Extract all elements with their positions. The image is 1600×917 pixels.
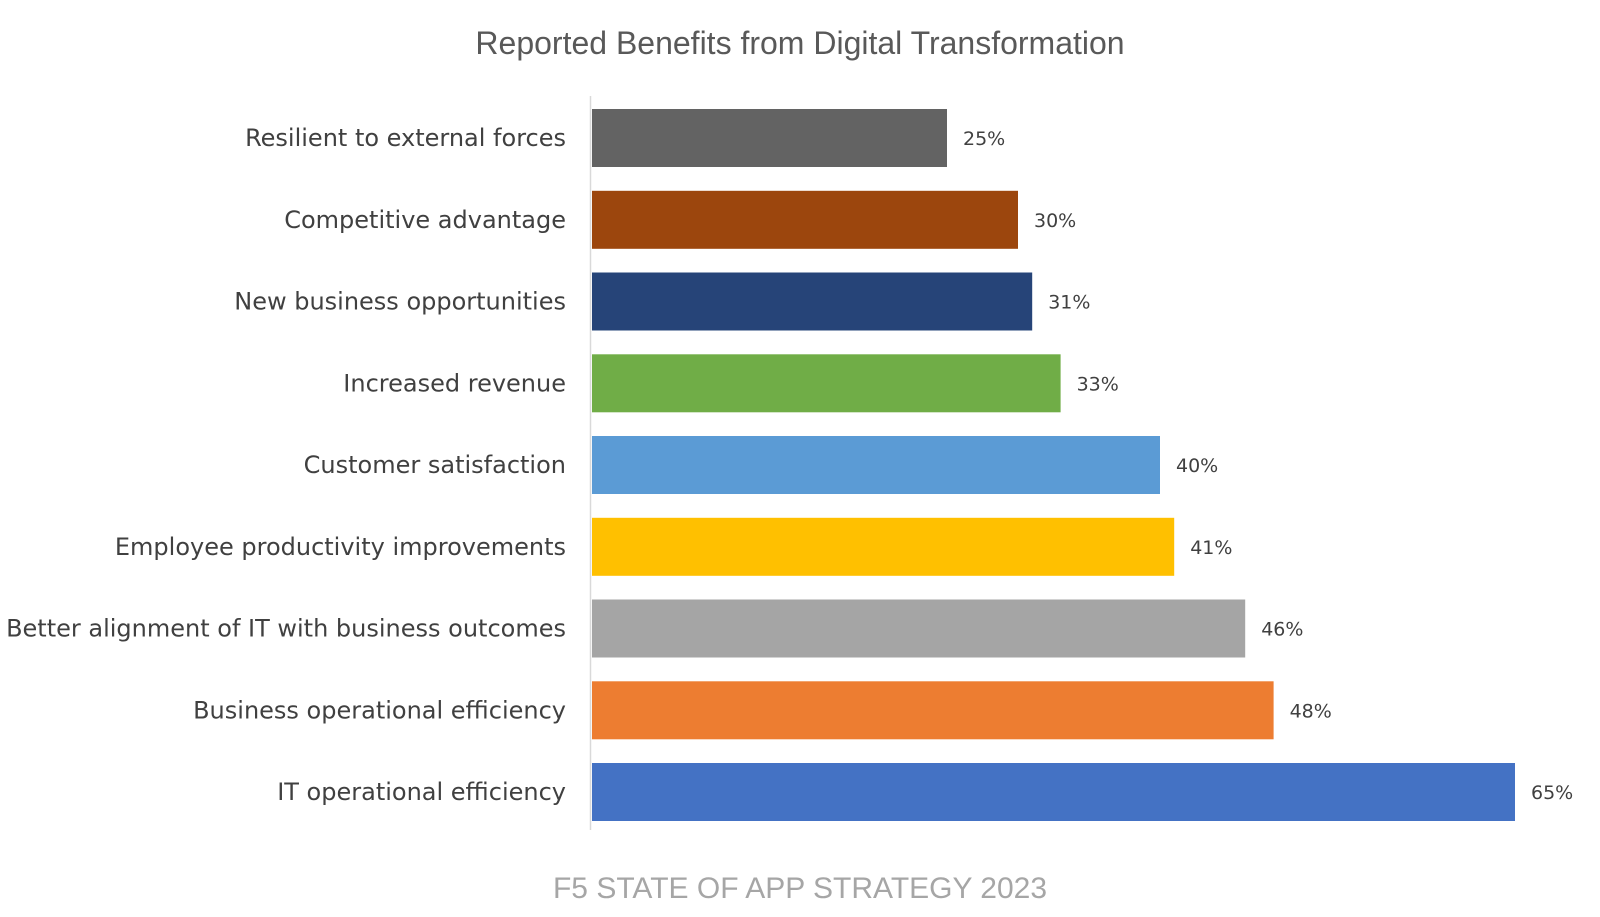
value-label-8: 48% <box>1290 700 1332 722</box>
bar-3 <box>592 272 1033 331</box>
value-label-3: 31% <box>1048 292 1090 314</box>
category-label-5: Customer satisfaction <box>304 451 566 479</box>
chart-title: Reported Benefits from Digital Transform… <box>475 25 1124 61</box>
source-note: F5 STATE OF APP STRATEGY 2023 <box>553 872 1047 905</box>
category-label-1: Resilient to external forces <box>245 124 566 152</box>
value-label-9: 65% <box>1531 782 1573 804</box>
category-label-4: Increased revenue <box>343 369 566 397</box>
bar-6 <box>592 517 1175 576</box>
bar-9 <box>592 763 1515 821</box>
category-label-2: Competitive advantage <box>284 206 566 234</box>
value-label-2: 30% <box>1034 210 1076 232</box>
category-label-6: Employee productivity improvements <box>115 533 566 561</box>
bar-5 <box>592 436 1160 494</box>
category-label-3: New business opportunities <box>234 288 566 316</box>
bar-7 <box>592 599 1246 658</box>
bar-2 <box>592 190 1018 249</box>
category-label-7: Better alignment of IT with business out… <box>6 615 566 643</box>
category-label-9: IT operational efficiency <box>277 778 566 806</box>
bar-8 <box>592 681 1274 740</box>
value-label-1: 25% <box>963 128 1005 150</box>
value-label-6: 41% <box>1190 537 1232 559</box>
bars-group: Resilient to external forces 25% Competiti… <box>6 109 1573 821</box>
bar-1 <box>592 109 947 167</box>
value-label-7: 46% <box>1261 619 1303 641</box>
value-label-4: 33% <box>1077 373 1119 395</box>
bar-4 <box>592 354 1061 413</box>
value-label-5: 40% <box>1176 455 1218 477</box>
category-label-8: Business operational efficiency <box>193 696 566 724</box>
